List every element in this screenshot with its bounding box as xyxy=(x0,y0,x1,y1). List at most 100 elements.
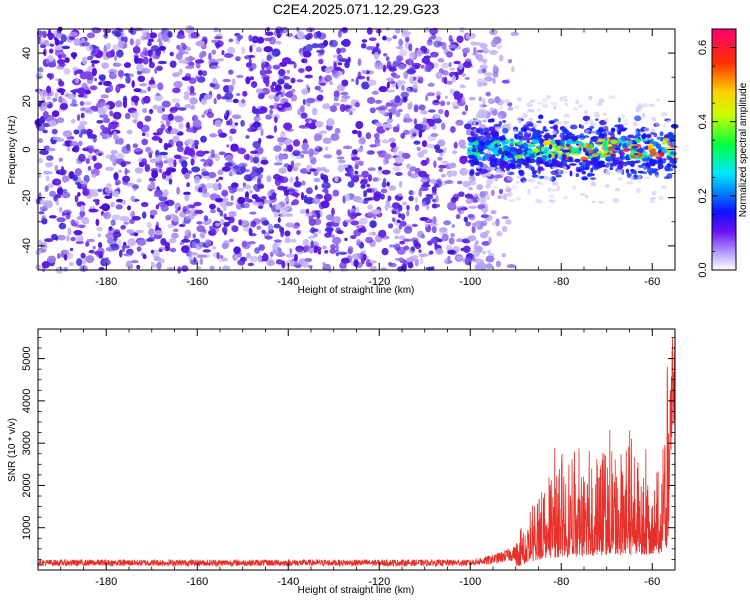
spectrogram-halo-cell xyxy=(651,191,657,196)
spectrogram-cell xyxy=(231,225,239,233)
spectrogram-cell xyxy=(66,235,70,242)
spectrogram-cell xyxy=(352,149,358,155)
spectrogram-halo-cell xyxy=(636,188,641,193)
spectrogram-halo-cell xyxy=(550,101,558,106)
spectrogram-halo-cell xyxy=(642,102,648,108)
spectrogram-cell xyxy=(351,78,355,82)
spectrogram-cell xyxy=(240,165,246,174)
spectrogram-cell xyxy=(39,200,46,205)
spectrogram-halo-cell xyxy=(488,108,495,112)
spectrogram-cell xyxy=(497,195,503,200)
spectrogram-cell xyxy=(410,255,419,259)
spectrogram-cell xyxy=(100,124,105,130)
spectrogram-cell xyxy=(350,156,361,161)
spectrogram-cell xyxy=(401,152,411,160)
spectrogram-cell xyxy=(452,105,459,110)
snr-xlabel: Height of straight line (km) xyxy=(298,585,415,596)
spectrogram-cell xyxy=(488,236,492,245)
spectrogram-cell xyxy=(192,127,197,134)
spectrogram-cell xyxy=(41,261,50,269)
spectrogram-cell xyxy=(178,107,187,111)
spectrogram-cell xyxy=(306,27,315,32)
spectrogram-cell xyxy=(376,42,380,49)
spectrogram-cell xyxy=(507,106,514,111)
spectrogram-halo-cell xyxy=(515,196,521,201)
spectrogram-cell xyxy=(420,110,428,115)
colorbar-tick-label: 0.4 xyxy=(697,114,709,129)
spectrogram-halo-cell xyxy=(498,114,502,120)
spectrogram-cell xyxy=(171,232,179,239)
spectrogram-band-cell xyxy=(655,155,661,160)
spectrogram-cell xyxy=(61,211,66,217)
spectrogram-cell xyxy=(181,265,189,272)
spectrogram-cell xyxy=(243,174,253,182)
spectrogram-cell xyxy=(68,31,79,37)
spectrogram-cell xyxy=(446,51,453,58)
spectrogram-cell xyxy=(408,195,414,202)
spectrogram-cell xyxy=(433,118,442,124)
spectrogram-cell xyxy=(55,180,61,184)
spectrogram-cell xyxy=(61,45,70,50)
spectrogram-cell xyxy=(408,58,412,65)
spectrogram-cell xyxy=(489,49,498,56)
spectrogram-cell xyxy=(223,213,227,219)
spectrogram-cell xyxy=(228,211,237,218)
spectrogram-cell xyxy=(225,201,233,206)
spectrogram-halo-cell xyxy=(655,121,659,127)
spectrogram-cell xyxy=(299,209,308,214)
spectrogram-cell xyxy=(91,68,97,76)
spectrogram-band-cell xyxy=(514,155,518,161)
spectrogram-cell xyxy=(283,122,292,130)
spectrogram-cell xyxy=(236,74,244,78)
spectrogram-xtick-label: -80 xyxy=(553,276,569,288)
spectrogram-cell xyxy=(336,47,341,55)
spectrogram-cell xyxy=(403,70,409,80)
spectrogram-cell xyxy=(95,218,100,227)
spectrogram-cell xyxy=(410,246,416,252)
spectrogram-cell xyxy=(54,38,60,46)
spectrogram-cell xyxy=(271,81,277,87)
spectrogram-cell xyxy=(305,122,310,128)
spectrogram-cell xyxy=(324,189,329,195)
spectrogram-cell xyxy=(280,154,289,160)
spectrogram-cell xyxy=(369,107,376,114)
spectrogram-cell xyxy=(420,178,428,183)
spectrogram-cell xyxy=(402,129,411,135)
spectrogram-cell xyxy=(430,51,439,58)
spectrogram-cell xyxy=(57,54,63,59)
spectrogram-halo-cell xyxy=(556,185,561,191)
spectrogram-cell xyxy=(286,69,291,74)
spectrogram-cell xyxy=(101,62,110,69)
spectrogram-band-cell xyxy=(569,170,573,177)
spectrogram-cell xyxy=(84,101,92,106)
spectrogram-cell xyxy=(256,225,262,230)
spectrogram-cell xyxy=(495,218,500,227)
spectrogram-band-cell xyxy=(523,124,531,127)
spectrogram-cell xyxy=(301,180,306,186)
spectrogram-band-cell xyxy=(653,132,658,138)
spectrogram-band-cell xyxy=(518,170,525,176)
spectrogram-cell xyxy=(85,241,90,247)
spectrogram-cell xyxy=(182,44,188,50)
spectrogram-cell xyxy=(209,203,216,210)
spectrogram-halo-cell xyxy=(490,167,496,171)
spectrogram-cell xyxy=(111,30,118,35)
spectrogram-cell xyxy=(333,102,341,106)
spectrogram-cell xyxy=(497,110,507,119)
spectrogram-cell xyxy=(382,169,391,175)
spectrogram-cell xyxy=(329,40,333,46)
spectrogram-cell xyxy=(195,150,206,157)
spectrogram-cell xyxy=(61,188,68,193)
spectrogram-cell xyxy=(64,57,70,63)
spectrogram-band-cell xyxy=(590,136,597,141)
spectrogram-band-cell xyxy=(567,133,576,137)
spectrogram-cell xyxy=(341,79,349,87)
spectrogram-halo-cell xyxy=(511,184,518,190)
spectrogram-cell xyxy=(380,193,385,200)
spectrogram-band-cell xyxy=(481,158,487,162)
spectrogram-cell xyxy=(105,247,112,252)
spectrogram-cell xyxy=(421,57,430,64)
spectrogram-cell xyxy=(203,215,209,222)
spectrogram-cell xyxy=(332,189,340,197)
spectrogram-band-cell xyxy=(509,138,514,143)
